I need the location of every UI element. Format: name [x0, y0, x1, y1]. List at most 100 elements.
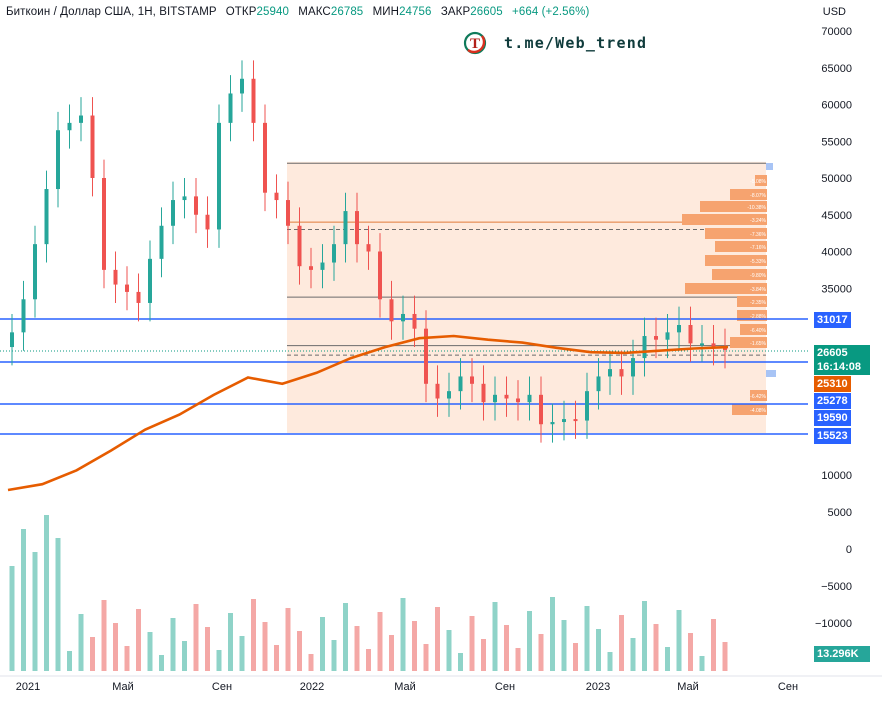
x-tick-label: 2021 — [16, 681, 40, 693]
y-tick-label: 55000 — [821, 136, 852, 148]
candle-body — [527, 394, 532, 403]
fib-badge-12 — [730, 337, 767, 348]
volume-bar — [320, 617, 325, 671]
fib-handle-bottom[interactable] — [766, 370, 776, 377]
fib-badge-10 — [737, 310, 767, 321]
fib-badge-label-3: -3.24% — [750, 218, 766, 224]
volume-bar — [469, 616, 475, 671]
candle-body — [125, 284, 129, 292]
candle-body — [228, 93, 233, 123]
candle-body — [573, 419, 578, 422]
volume-bar — [21, 529, 26, 671]
volume-bar — [389, 635, 394, 671]
volume-bar — [354, 626, 360, 671]
volume-bar — [573, 643, 578, 671]
candle-body — [33, 244, 37, 300]
symbol-title: Биткоин / Доллар США, 1H, BITSTAMP — [6, 6, 217, 18]
candle-body — [378, 251, 382, 300]
y-tick-label: 0 — [846, 544, 852, 556]
fib-badge-4 — [705, 228, 767, 239]
candle-body — [320, 262, 325, 270]
logo-icon: T — [462, 30, 488, 56]
volume-bar — [297, 631, 302, 671]
fib-badge-label-6: -5.33% — [750, 259, 766, 265]
candle-body — [631, 358, 635, 377]
candle-body — [481, 383, 486, 403]
candle-body — [113, 269, 118, 285]
volume-bar — [32, 552, 38, 671]
candle-body — [504, 394, 509, 399]
volume-bar — [630, 638, 636, 671]
candle-body — [56, 130, 60, 190]
y-tick-label: −5000 — [821, 581, 852, 593]
fib-badge-11 — [740, 324, 767, 335]
fib-handle-top[interactable] — [766, 163, 773, 170]
volume-bar — [274, 645, 279, 671]
x-tick-label: Сен — [495, 681, 515, 693]
volume-bar — [113, 623, 118, 671]
candle-body — [447, 391, 451, 399]
fib-badge-2 — [700, 201, 767, 212]
volume-bar — [366, 649, 371, 671]
volume-bar — [78, 614, 84, 671]
candle-body — [21, 299, 26, 333]
volume-bar — [699, 656, 705, 671]
volume-bar — [538, 634, 544, 671]
candle-body — [286, 200, 290, 226]
y-tick-label: 60000 — [821, 100, 852, 112]
candle-body — [205, 214, 210, 230]
fib-badge-label-1: -8.07% — [750, 193, 766, 199]
fib-badge-0 — [755, 175, 767, 186]
candle-body — [550, 422, 555, 425]
fib-badge-label-5: -7.16% — [750, 245, 766, 251]
volume-bar — [170, 618, 176, 671]
y-tick-label: 40000 — [821, 247, 852, 259]
candle-body — [240, 78, 244, 94]
change-value: +664 (+2.56%) — [512, 6, 590, 18]
candle-body — [539, 394, 543, 425]
volume-bar — [67, 651, 72, 671]
candle-body — [194, 196, 198, 215]
volume-tag: 13.296K — [814, 646, 870, 662]
fib-badge-7 — [712, 269, 767, 280]
fib-badge-label-12: -1.65% — [750, 341, 766, 347]
last-price-tag: 26605 — [814, 345, 870, 361]
volume-bar — [159, 655, 164, 671]
volume-bar — [550, 597, 555, 671]
currency-label: USD — [822, 6, 846, 18]
candle-body — [596, 376, 601, 392]
fib-badge-3 — [682, 214, 767, 225]
y-tick-label: 5000 — [828, 507, 852, 519]
volume-bar — [688, 633, 693, 671]
close-value: 26605 — [470, 6, 503, 18]
volume-bar — [55, 538, 61, 671]
fib-badge-1 — [730, 189, 767, 200]
watermark-text: t.me/Web_trend — [504, 34, 648, 52]
candle-body — [148, 258, 152, 303]
candle-body — [44, 189, 49, 245]
fib-badge-label-10: -2.88% — [750, 314, 766, 320]
candle-body — [562, 419, 566, 423]
volume-bar — [504, 625, 509, 671]
y-tick-label: 35000 — [821, 283, 852, 295]
volume-bar — [584, 606, 590, 671]
volume-bar — [665, 647, 670, 671]
watermark: T t.me/Web_trend — [462, 30, 647, 56]
volume-bar — [642, 601, 647, 671]
candle-body — [355, 211, 359, 245]
candle-body — [435, 383, 440, 399]
low-value: 24756 — [399, 6, 432, 18]
volume-bar — [711, 619, 716, 671]
ma-200-line — [7, 334, 729, 492]
y-tick-label: 45000 — [821, 210, 852, 222]
x-tick-label: Май — [112, 681, 134, 693]
price-tag-15523: 15523 — [814, 428, 851, 444]
candle-body — [343, 211, 348, 245]
fib-badge-8 — [685, 283, 767, 294]
candle-body — [10, 332, 14, 348]
volume-bar — [124, 646, 130, 671]
candle-body — [470, 376, 474, 384]
candle-body — [102, 178, 106, 270]
